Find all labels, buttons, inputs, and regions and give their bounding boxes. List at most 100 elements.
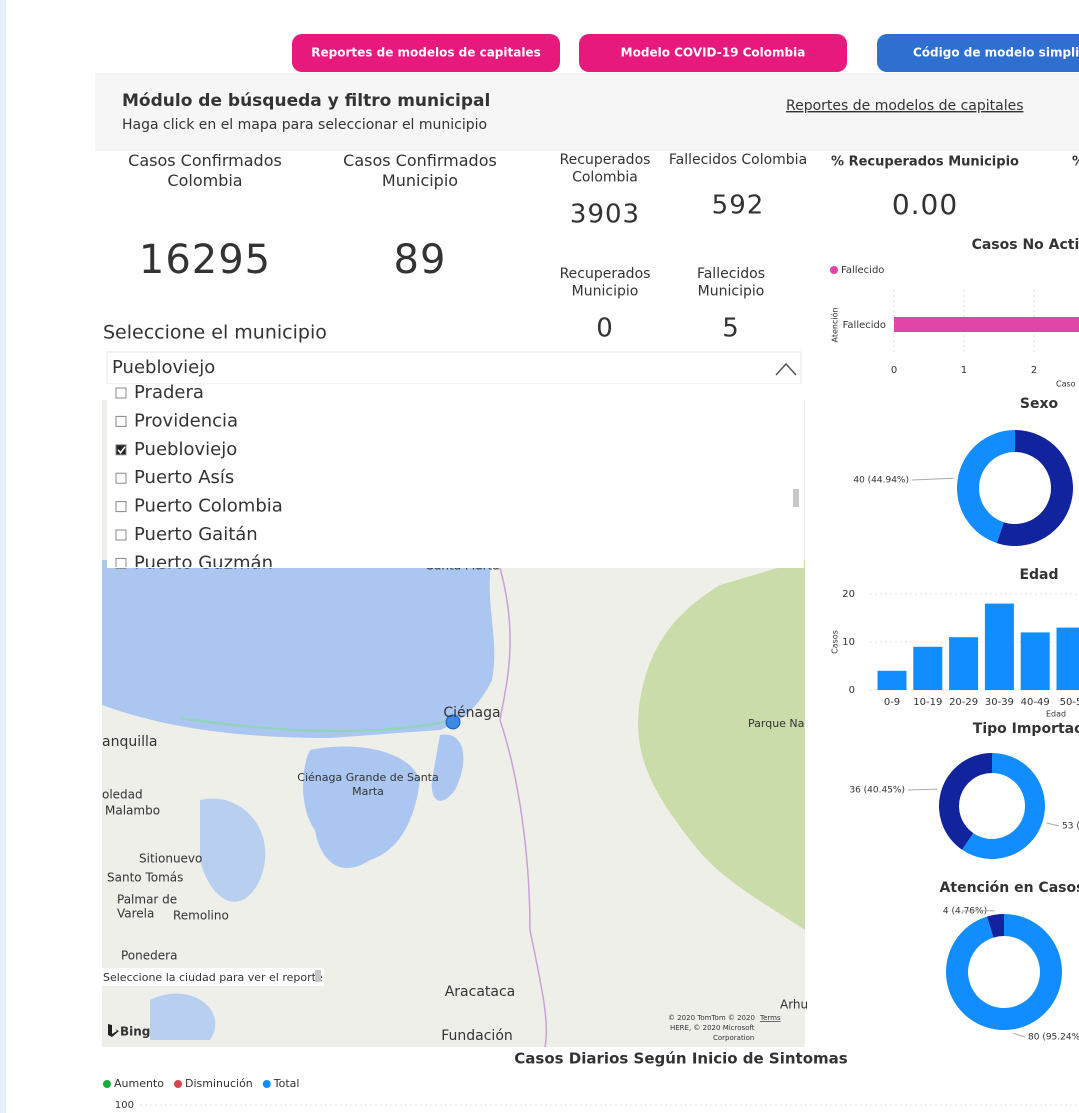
map-place: Fundación — [441, 1028, 513, 1044]
y-tick-label: 20 — [842, 589, 855, 600]
checkbox[interactable] — [115, 387, 127, 399]
legend-dot — [103, 1080, 111, 1088]
slicer-selected[interactable]: Puebloviejo — [112, 357, 215, 378]
checkbox[interactable] — [115, 415, 127, 427]
legend-dot — [174, 1080, 182, 1088]
leader-line — [1013, 1032, 1026, 1038]
scroll-thumb — [315, 970, 321, 982]
checkbox[interactable] — [115, 529, 127, 541]
slicer-option[interactable]: Pradera — [134, 382, 204, 403]
map-place: Varela — [117, 907, 154, 921]
nav-button[interactable] — [877, 34, 1079, 72]
header-bar — [95, 73, 1079, 151]
kpi-value: 16295 — [139, 237, 271, 283]
y-axis-label: Atención — [830, 307, 840, 342]
slicer-option[interactable]: Puerto Guzmán — [134, 552, 273, 573]
legend-label: Fallecido — [841, 265, 884, 276]
chart-title: Casos Diarios Según Inicio de Sintomas — [514, 1050, 847, 1068]
bing-logo — [108, 1024, 119, 1037]
nav-button-label[interactable]: Modelo COVID-19 Colombia — [621, 46, 806, 60]
map-hint-box — [102, 968, 324, 986]
map-place: Sitionuevo — [139, 852, 202, 866]
donut-slice — [986, 914, 1004, 938]
kpi-value: 0.00 — [892, 188, 958, 221]
bar — [949, 637, 979, 690]
donut-slice — [996, 430, 1074, 547]
slicer-list-cut — [107, 567, 804, 568]
kpi-label: Recuperados Municipio — [560, 266, 651, 300]
kpi-label: % Recuperados Municipio — [831, 155, 1019, 170]
donut-slice — [957, 430, 1015, 544]
map-place: oledad — [102, 788, 143, 802]
legend-dot — [262, 1080, 271, 1088]
donut-slice — [962, 753, 1045, 859]
bar — [877, 670, 907, 690]
legend-label: Disminución — [185, 1077, 253, 1090]
slicer-option[interactable]: Puerto Colombia — [134, 496, 283, 517]
slicer-option[interactable]: Puebloviejo — [134, 439, 237, 460]
nav-button[interactable] — [292, 34, 560, 72]
slicer-option[interactable]: Puerto Gaitán — [134, 524, 258, 545]
bar — [1056, 627, 1079, 690]
chart-title: Sexo — [1020, 396, 1059, 412]
bar — [984, 603, 1014, 690]
checkbox[interactable] — [115, 501, 127, 513]
legend-label: Total — [273, 1077, 300, 1090]
map-copyright[interactable]: Terms — [759, 1014, 781, 1022]
nav-button-label[interactable]: Reportes de modelos de capitales — [311, 46, 540, 60]
x-axis-label: Caso — [1056, 380, 1076, 389]
check-mark — [117, 446, 126, 455]
map-road — [179, 717, 446, 732]
map-place: Arhu — [780, 998, 808, 1012]
slicer-scrollbar — [793, 489, 799, 507]
kpi-value: 0 — [596, 314, 614, 344]
slicer-box[interactable] — [106, 351, 802, 385]
checkbox[interactable] — [115, 444, 127, 456]
chart-title: Casos No Activ — [972, 237, 1079, 253]
map-copyright: HERE, © 2020 Microsoft — [670, 1024, 755, 1032]
kpi-label: Recuperados Colombia — [560, 152, 651, 186]
map-place: Remolino — [173, 909, 229, 923]
slicer-label: Seleccione el municipio — [103, 322, 327, 344]
x-tick-label: 50-5 — [1060, 697, 1079, 708]
kpi-value: 592 — [712, 191, 765, 221]
checkbox[interactable] — [115, 557, 127, 569]
y-tick-label: 0 — [849, 685, 855, 696]
map-brand: Bing — [120, 1025, 150, 1039]
map-copyright: © 2020 TomTom © 2020 — [668, 1014, 755, 1022]
bar — [894, 317, 1079, 332]
kpi-value: 89 — [394, 237, 447, 283]
nav-button[interactable] — [579, 34, 847, 72]
legend-dot — [830, 266, 838, 274]
x-tick-label: 1 — [961, 365, 967, 376]
header-link[interactable]: Reportes de modelos de capitales — [786, 98, 1024, 114]
map-place: Santo Tomás — [107, 871, 183, 885]
map-hint[interactable]: Seleccione la ciudad para ver el reporte — [103, 971, 323, 984]
map-place: anquilla — [102, 734, 157, 750]
y-tick-label: 100 — [115, 1100, 134, 1111]
x-tick-label: 10-19 — [913, 697, 942, 708]
legend-label: Aumento — [114, 1077, 164, 1090]
map-place: Palmar de — [117, 893, 177, 907]
leader-line — [911, 477, 954, 481]
map-wetland — [150, 798, 266, 1040]
nav-button-label[interactable]: Código de modelo simplific — [913, 46, 1079, 60]
map-copyright: Corporation — [713, 1034, 754, 1042]
slicer-option[interactable]: Puerto Asís — [134, 467, 234, 488]
leader-line — [907, 788, 938, 791]
map-road — [499, 567, 548, 1048]
kpi-label: Fallecidos Municipio — [697, 266, 765, 300]
data-label: 53 ( — [1062, 822, 1079, 832]
chart-title: Tipo Importaci — [973, 721, 1079, 737]
map-place: Ciénaga — [443, 705, 500, 721]
map-place: Parque Na — [748, 717, 804, 730]
map-lagoon — [303, 734, 464, 869]
slicer-list — [107, 384, 804, 568]
checkbox[interactable] — [115, 472, 127, 484]
chart-title: Edad — [1019, 567, 1058, 583]
x-tick-label: 40-49 — [1021, 697, 1050, 708]
map-place: Ponedera — [121, 949, 177, 963]
data-label: 36 (40.45%) — [849, 786, 905, 796]
slicer-option[interactable]: Providencia — [134, 410, 238, 431]
